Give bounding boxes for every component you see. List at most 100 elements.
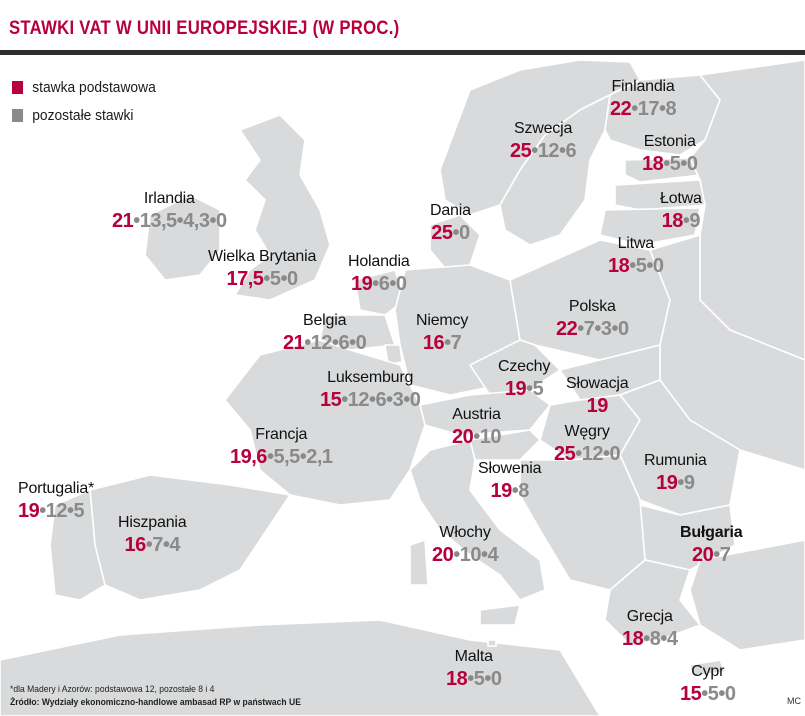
country-name: Austria: [452, 406, 501, 423]
standard-rate: 25: [510, 139, 532, 162]
other-rates: •8•4: [643, 627, 678, 650]
label-szwecja: Szwecja 25•12•6: [510, 120, 577, 162]
other-rates: •5•0: [263, 267, 298, 290]
cyprus-land: [689, 659, 726, 677]
other-rates: •12•0: [575, 442, 621, 465]
legend-label-other: pozostałe stawki: [32, 107, 134, 124]
country-name: Słowenia: [478, 460, 542, 477]
luxembourg-land: [384, 344, 403, 365]
legend-item-standard: stawka podstawowa: [12, 79, 156, 96]
standard-rate: 19: [490, 479, 512, 502]
label-wielka-brytania: Wielka Brytania 17,5•5•0: [208, 248, 316, 290]
country-name: Dania: [430, 202, 471, 219]
country-name: Finlandia: [611, 78, 675, 95]
sicily-land: [479, 604, 521, 626]
country-name: Wielka Brytania: [208, 248, 317, 265]
other-rates: •10•4: [453, 543, 499, 566]
label-slowacja: Słowacja 19: [566, 375, 629, 417]
other-rates: •5•0: [467, 667, 502, 690]
label-slowenia: Słowenia 19•8: [478, 460, 542, 502]
standard-rate: 19: [656, 471, 678, 494]
latvia-land: [614, 179, 706, 211]
standard-rate: 18: [446, 667, 468, 690]
country-name: Irlandia: [143, 190, 195, 207]
title-rule: [0, 50, 805, 55]
country-name: Holandia: [348, 253, 410, 270]
standard-rate: 15: [320, 388, 342, 411]
standard-rate: 18: [661, 209, 684, 232]
other-rates: •7: [713, 543, 731, 566]
label-wlochy: Włochy 20•10•4: [432, 524, 499, 566]
label-rumunia: Rumunia 19•9: [644, 452, 707, 494]
standard-rate: 18: [608, 254, 630, 277]
other-rates: •12•5: [39, 499, 85, 522]
malta-land: [487, 639, 497, 647]
portugal-land: [49, 489, 106, 601]
label-estonia: Estonia 18•5•0: [642, 133, 698, 175]
north-africa-land: [0, 619, 601, 716]
standard-rate: 22: [610, 97, 632, 120]
footnote: *dla Madery i Azorów: podstawowa 12, poz…: [10, 684, 215, 695]
label-luksemburg: Luksemburg 15•12•6•3•0: [320, 369, 421, 411]
standard-rate: 20: [452, 425, 474, 448]
label-portugalia: Portugalia* 19•12•5: [18, 480, 94, 522]
other-rates: •0: [452, 221, 470, 244]
standard-rate: 17,5: [226, 267, 264, 290]
legend-item-other: pozostałe stawki: [12, 107, 133, 124]
russia-land: [689, 59, 805, 361]
label-holandia: Holandia 19•6•0: [348, 253, 410, 295]
credit: MC: [787, 696, 801, 706]
label-cypr: Cypr 15•5•0: [680, 663, 736, 705]
belarus-ukraine-land: [649, 234, 805, 471]
label-niemcy: Niemcy 16•7: [416, 312, 468, 354]
italy-land: [409, 439, 546, 601]
label-wegry: Węgry 25•12•0: [554, 423, 621, 465]
standard-rate: 18: [642, 152, 664, 175]
standard-rate: 19: [586, 394, 609, 417]
country-name: Rumunia: [644, 452, 707, 469]
country-name: Estonia: [643, 133, 696, 150]
other-rates: •7•3•0: [577, 317, 629, 340]
country-name: Portugalia*: [18, 480, 95, 497]
other-rates: •5•0: [663, 152, 698, 175]
label-malta: Malta 18•5•0: [446, 648, 502, 690]
label-dania: Dania 25•0: [430, 202, 471, 244]
other-rates: •12•6•0: [304, 331, 367, 354]
label-polska: Polska 22•7•3•0: [556, 298, 629, 340]
country-name: Francja: [255, 426, 308, 443]
standard-rate: 25: [554, 442, 576, 465]
france-land: [224, 339, 426, 506]
country-name: Węgry: [564, 423, 610, 440]
country-name: Grecja: [626, 608, 673, 625]
other-rates: •9: [677, 471, 695, 494]
other-rates: •5•0: [701, 682, 736, 705]
country-name: Szwecja: [513, 120, 573, 137]
country-name: Czechy: [498, 358, 551, 375]
other-rates: •12•6: [531, 139, 577, 162]
ireland-land: [144, 194, 221, 281]
label-bulgaria: Bułgaria 20•7: [680, 524, 743, 566]
legend-swatch-standard: [12, 81, 24, 94]
label-belgia: Belgia 21•12•6•0: [283, 312, 367, 354]
finland-land: [604, 74, 721, 156]
other-rates: •17•8: [631, 97, 677, 120]
other-rates: •5: [526, 377, 544, 400]
other-rates: •9: [682, 209, 701, 232]
source-note: Źródło: Wydziały ekonomiczno-handlowe am…: [10, 697, 301, 708]
standard-rate: 19: [504, 377, 527, 400]
legend-swatch-other: [12, 109, 24, 122]
country-name: Luksemburg: [327, 369, 414, 386]
standard-rate: 22: [556, 317, 578, 340]
standard-rate: 18: [622, 627, 644, 650]
label-austria: Austria 20•10: [452, 406, 501, 448]
standard-rate: 20: [692, 543, 714, 566]
legend-label-standard: stawka podstawowa: [32, 79, 156, 96]
standard-rate: 20: [432, 543, 454, 566]
other-rates: •8: [511, 479, 530, 502]
standard-rate: 21: [283, 331, 305, 354]
country-name: Malta: [454, 648, 493, 665]
standard-rate: 16: [422, 331, 445, 354]
standard-rate: 15: [680, 682, 702, 705]
other-rates: •13,5•4,3•0: [133, 209, 227, 232]
map-title: STAWKI VAT W UNII EUROPEJSKIEJ (W PROC.): [9, 18, 400, 39]
